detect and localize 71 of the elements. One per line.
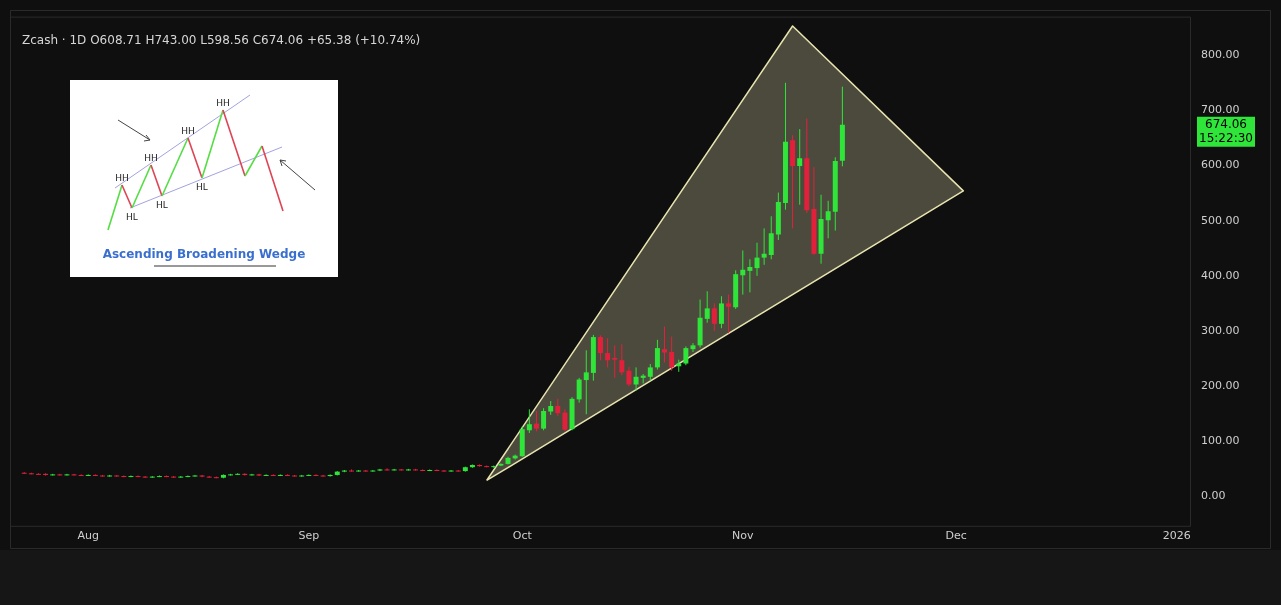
candlestick bbox=[726, 294, 732, 334]
candlestick bbox=[320, 474, 326, 478]
annotation: HL bbox=[156, 200, 168, 210]
candlestick bbox=[740, 249, 746, 296]
x-tick-label: Aug bbox=[77, 529, 99, 543]
candlestick bbox=[768, 215, 774, 260]
candlestick bbox=[754, 242, 760, 277]
y-tick-label: 100.00 bbox=[1201, 434, 1240, 448]
annotation: HL bbox=[126, 212, 138, 222]
candlestick bbox=[327, 473, 333, 478]
text: Zcash · 1D O608.71 H743.00 L598.56 C674.06 +65.38 (+10.74%) bbox=[22, 33, 421, 48]
candlestick bbox=[626, 366, 632, 387]
annotation: Ascending Broadening Wedge bbox=[102, 247, 306, 261]
candlestick bbox=[619, 343, 625, 376]
candlestick bbox=[562, 408, 568, 432]
annotation: HL bbox=[196, 182, 208, 192]
candlestick bbox=[263, 473, 269, 477]
candlestick bbox=[526, 408, 532, 434]
annotation: HH bbox=[216, 98, 230, 108]
candlestick bbox=[690, 342, 696, 353]
x-tick-label: Sep bbox=[298, 529, 320, 543]
candlestick bbox=[249, 473, 255, 476]
candlestick bbox=[576, 377, 582, 404]
candlestick bbox=[533, 410, 539, 432]
y-tick-label: 700.00 bbox=[1201, 103, 1240, 117]
candlestick bbox=[669, 336, 675, 372]
candlestick bbox=[612, 344, 618, 379]
y-tick-label: 600.00 bbox=[1201, 158, 1240, 172]
candlestick bbox=[313, 473, 319, 477]
candlestick bbox=[718, 295, 724, 329]
text: 15:22:30 bbox=[1199, 130, 1253, 145]
candlestick bbox=[78, 473, 84, 477]
candlestick bbox=[71, 473, 77, 476]
candlestick bbox=[477, 463, 483, 468]
candlestick bbox=[242, 472, 248, 476]
y-tick-label: 200.00 bbox=[1201, 379, 1240, 393]
y-tick-label: 400.00 bbox=[1201, 268, 1240, 282]
annotation: HH bbox=[115, 173, 129, 183]
candlestick bbox=[662, 326, 668, 363]
x-tick-label: Oct bbox=[512, 529, 533, 543]
x-tick-label: Nov bbox=[732, 529, 755, 543]
candlestick bbox=[448, 469, 454, 473]
candlestick bbox=[384, 467, 390, 472]
candlestick bbox=[633, 366, 639, 392]
candlestick bbox=[583, 349, 589, 415]
candlestick bbox=[541, 407, 547, 431]
candlestick bbox=[654, 339, 660, 371]
candlestick bbox=[441, 469, 447, 473]
candlestick bbox=[761, 227, 767, 266]
y-tick-label: 500.00 bbox=[1201, 213, 1240, 227]
annotation: HH bbox=[181, 126, 195, 136]
candlestick bbox=[747, 258, 753, 293]
text: 674.06 bbox=[1205, 116, 1247, 131]
y-tick-label: 800.00 bbox=[1201, 48, 1240, 62]
candlestick bbox=[825, 200, 831, 239]
candlestick bbox=[192, 474, 198, 478]
candlestick bbox=[434, 468, 440, 472]
candlestick bbox=[199, 474, 205, 478]
candlestick bbox=[711, 302, 717, 332]
candlestick bbox=[683, 345, 689, 366]
candlestick bbox=[605, 337, 611, 368]
candlestick bbox=[704, 290, 710, 324]
candlestick bbox=[64, 473, 70, 476]
candlestick bbox=[797, 128, 803, 206]
annotation: HH bbox=[144, 153, 158, 163]
y-tick-label: 300.00 bbox=[1201, 323, 1240, 337]
candlestick bbox=[598, 334, 603, 361]
x-tick-label: 2026 bbox=[1162, 529, 1191, 543]
y-tick-label: 0.00 bbox=[1201, 489, 1226, 503]
candlestick bbox=[43, 472, 49, 476]
x-tick-label: Dec bbox=[945, 529, 967, 543]
